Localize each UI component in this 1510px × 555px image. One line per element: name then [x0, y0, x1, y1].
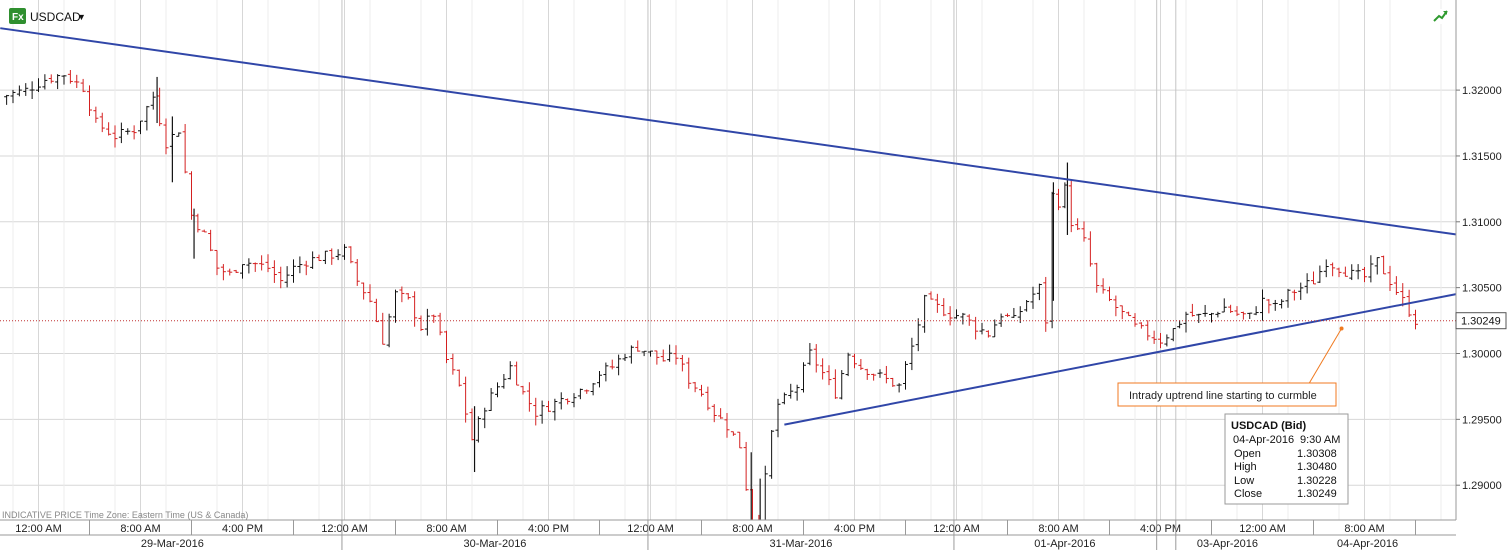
annotation-box	[1117, 382, 1337, 407]
x-tick-label: 8:00 AM	[732, 523, 772, 535]
x-tick-label: 8:00 AM	[1344, 523, 1384, 535]
date-label: 29-Mar-2016	[141, 538, 204, 550]
ohlc-date: 04-Apr-2016	[1233, 434, 1294, 446]
y-tick-label: 1.29000	[1462, 480, 1502, 492]
date-label: 01-Apr-2016	[1034, 538, 1095, 550]
x-tick-label: 12:00 AM	[627, 523, 673, 535]
price-axis[interactable]	[1456, 0, 1510, 520]
trendline	[784, 290, 1470, 426]
ohlc-open-value: 1.30308	[1297, 448, 1337, 460]
y-tick-label: 1.31000	[1462, 217, 1502, 229]
fx-badge-text: Fx	[12, 12, 24, 23]
x-tick-label: 12:00 AM	[321, 523, 367, 535]
y-tick-label: 1.30500	[1462, 283, 1502, 295]
date-label: 31-Mar-2016	[769, 538, 832, 550]
trend-icon-arrow	[1443, 11, 1447, 15]
date-label: 30-Mar-2016	[463, 538, 526, 550]
ohlc-high-label: High	[1234, 461, 1257, 473]
ohlc-panel: USDCAD (Bid) 04-Apr-2016 9:30 AM Open 1.…	[1224, 413, 1349, 505]
ohlc-time: 9:30 AM	[1300, 434, 1340, 446]
ohlc-title: USDCAD (Bid)	[1231, 420, 1306, 432]
annotation[interactable]: Intrady uptrend line starting to curmble	[1117, 328, 1342, 407]
x-tick-label: 4:00 PM	[834, 523, 875, 535]
ohlc-close-value: 1.30249	[1297, 488, 1337, 500]
date-label: 03-Apr-2016	[1197, 538, 1258, 550]
x-tick-label: 12:00 AM	[15, 523, 61, 535]
trend-icon-line	[1433, 10, 1448, 22]
time-axis-ticks: 12:00 AM 8:00 AM 4:00 PM 12:00 AM 8:00 AM 4:0…	[15, 520, 1416, 550]
ohlc-low-value: 1.30228	[1297, 475, 1337, 487]
annotation-text: Intrady uptrend line starting to curmble	[1129, 390, 1317, 402]
ohlc-open-label: Open	[1234, 448, 1261, 460]
last-price-label: 1.30249	[1461, 316, 1501, 328]
ohlc-close-label: Close	[1234, 488, 1262, 500]
ohlc-high-value: 1.30480	[1297, 461, 1337, 473]
symbol-dropdown-icon[interactable]: ▼	[77, 12, 86, 22]
symbol-label[interactable]: USDCAD	[30, 10, 81, 24]
x-tick-label: 8:00 AM	[426, 523, 466, 535]
chart-trend-icon[interactable]	[1431, 9, 1448, 24]
date-label: 04-Apr-2016	[1337, 538, 1398, 550]
ohlc-low-label: Low	[1234, 475, 1254, 487]
x-tick-label: 4:00 PM	[528, 523, 569, 535]
y-tick-label: 1.30000	[1462, 348, 1502, 360]
y-tick-label: 1.29500	[1462, 414, 1502, 426]
last-price-box	[1455, 312, 1507, 330]
x-tick-label: 4:00 PM	[222, 523, 263, 535]
indicative-price-note: INDICATIVE PRICE Time Zone: Eastern Time…	[2, 510, 248, 520]
trendlines	[0, 27, 1470, 426]
last-price-marker: 1.30249	[1455, 312, 1507, 330]
x-tick-label: 12:00 AM	[933, 523, 979, 535]
x-tick-label: 8:00 AM	[120, 523, 160, 535]
x-tick-label: 4:00 PM	[1140, 523, 1181, 535]
y-tick-label: 1.32000	[1462, 85, 1502, 97]
x-tick-label: 12:00 AM	[1239, 523, 1285, 535]
fx-badge-icon	[9, 8, 26, 24]
symbol-header[interactable]: Fx USDCAD ▼	[9, 8, 86, 24]
ohlc-panel-box	[1224, 413, 1349, 505]
y-tick-label: 1.31500	[1462, 151, 1502, 163]
x-tick-label: 8:00 AM	[1038, 523, 1078, 535]
trendline	[0, 27, 1470, 238]
